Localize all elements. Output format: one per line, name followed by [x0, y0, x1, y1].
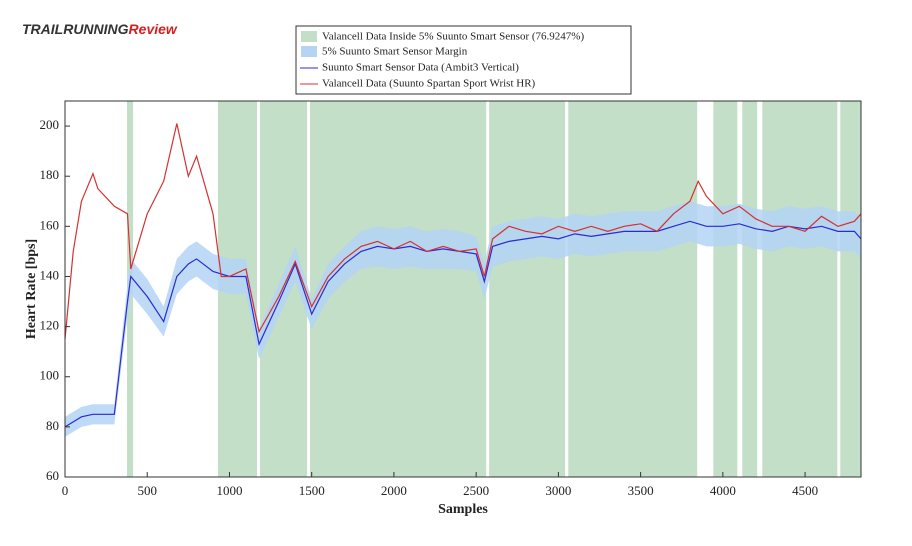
region — [489, 101, 566, 477]
x-tick-label: 4500 — [792, 483, 818, 498]
region — [310, 101, 487, 477]
margin-band — [65, 201, 861, 437]
y-tick-label: 200 — [40, 117, 60, 132]
x-tick-label: 3500 — [628, 483, 654, 498]
x-axis-label: Samples — [438, 502, 488, 517]
watermark-accent: Review — [129, 21, 178, 37]
region — [840, 101, 861, 477]
y-tick-label: 60 — [46, 468, 59, 483]
y-tick-label: 100 — [40, 368, 60, 383]
x-tick-label: 4000 — [710, 483, 736, 498]
x-tick-label: 0 — [62, 483, 69, 498]
watermark: TRAILRUNNINGReview — [22, 21, 178, 37]
y-tick-label: 160 — [40, 217, 60, 232]
x-tick-label: 2000 — [381, 483, 407, 498]
legend-label: 5% Suunto Smart Sensor Margin — [322, 46, 468, 58]
legend-swatch — [301, 31, 317, 42]
legend-label: Valancell Data (Suunto Spartan Sport Wri… — [322, 78, 536, 90]
legend-box — [295, 25, 632, 95]
y-axis-label: Heart Rate [bps] — [24, 239, 39, 339]
x-tick-label: 500 — [137, 483, 157, 498]
plot-frame — [64, 100, 862, 478]
region — [742, 101, 758, 477]
y-tick-label: 140 — [40, 267, 60, 282]
y-tick-label: 180 — [40, 167, 60, 182]
legend-swatch — [301, 46, 317, 57]
series-line — [64, 123, 862, 340]
legend-label: Valancell Data Inside 5% Suunto Smart Se… — [322, 31, 584, 43]
series-line — [64, 220, 862, 428]
region — [713, 101, 738, 477]
x-tick-label: 2500 — [463, 483, 489, 498]
x-tick-label: 3000 — [545, 483, 571, 498]
x-tick-label: 1000 — [216, 483, 242, 498]
watermark-main: TRAILRUNNING — [22, 21, 129, 37]
region — [762, 101, 838, 477]
y-tick-label: 80 — [46, 418, 59, 433]
legend-label: Suunto Smart Sensor Data (Ambit3 Vertica… — [322, 62, 519, 74]
x-tick-label: 1500 — [299, 483, 325, 498]
region — [568, 101, 698, 477]
plot: 0 500 1000 1500 2000 2500 3000 3500 4000 4500 60 80… — [40, 100, 862, 498]
y-tick-label: 120 — [40, 318, 60, 333]
